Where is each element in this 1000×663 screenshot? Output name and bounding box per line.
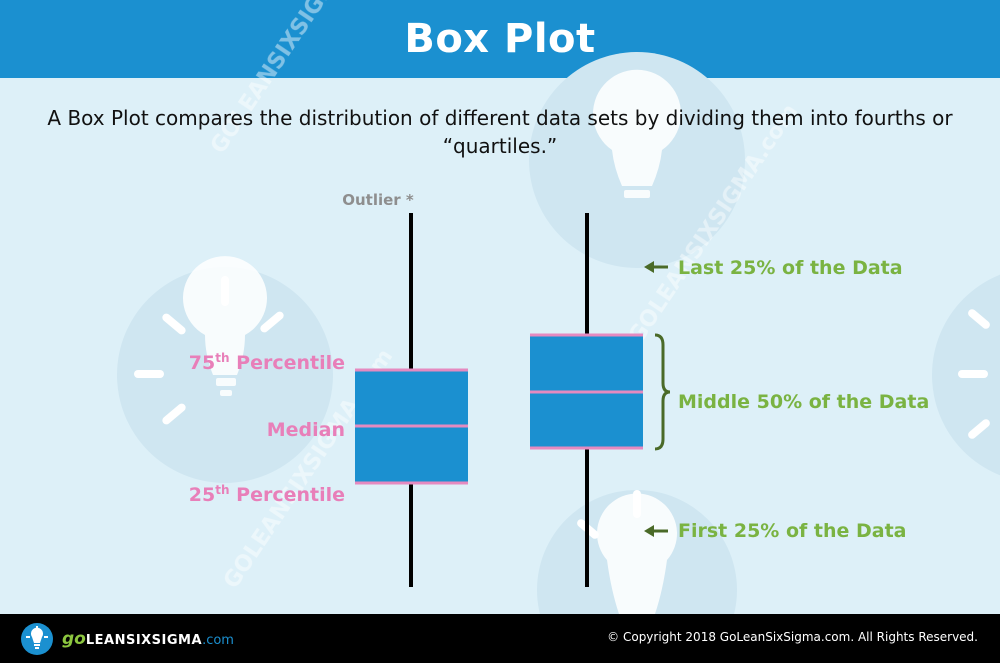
arrow-left-icon <box>644 525 668 537</box>
median-label: Median <box>267 419 345 441</box>
lightbulb-icon <box>21 623 53 655</box>
intro-text: A Box Plot compares the distribution of … <box>47 106 953 158</box>
brand-logo[interactable]: goLEANSIXSIGMA.com <box>20 622 234 656</box>
percentile-25-label: 25th Percentile <box>189 483 345 506</box>
outlier-label: Outlier * <box>342 191 414 209</box>
lightbulb-icon <box>958 309 990 439</box>
percentile-75-label: 75th Percentile <box>189 351 345 374</box>
header-bar: Box Plot <box>0 0 1000 78</box>
arrow-left-icon <box>644 261 668 273</box>
logo-wordmark: goLEANSIXSIGMA.com <box>62 629 234 649</box>
copyright-text: © Copyright 2018 GoLeanSixSigma.com. All… <box>607 630 978 644</box>
footer-bar: goLEANSIXSIGMA.com © Copyright 2018 GoLe… <box>0 614 1000 663</box>
lightbulb-icon <box>593 69 681 198</box>
page-title: Box Plot <box>404 16 596 62</box>
curly-brace-icon <box>654 333 671 451</box>
left-box-plot <box>355 213 468 587</box>
right-box-plot <box>530 213 643 587</box>
middle-50-label: Middle 50% of the Data <box>678 391 929 413</box>
last-25-label: Last 25% of the Data <box>678 257 903 279</box>
lightbulb-icon <box>134 256 284 425</box>
first-25-label: First 25% of the Data <box>678 520 907 542</box>
